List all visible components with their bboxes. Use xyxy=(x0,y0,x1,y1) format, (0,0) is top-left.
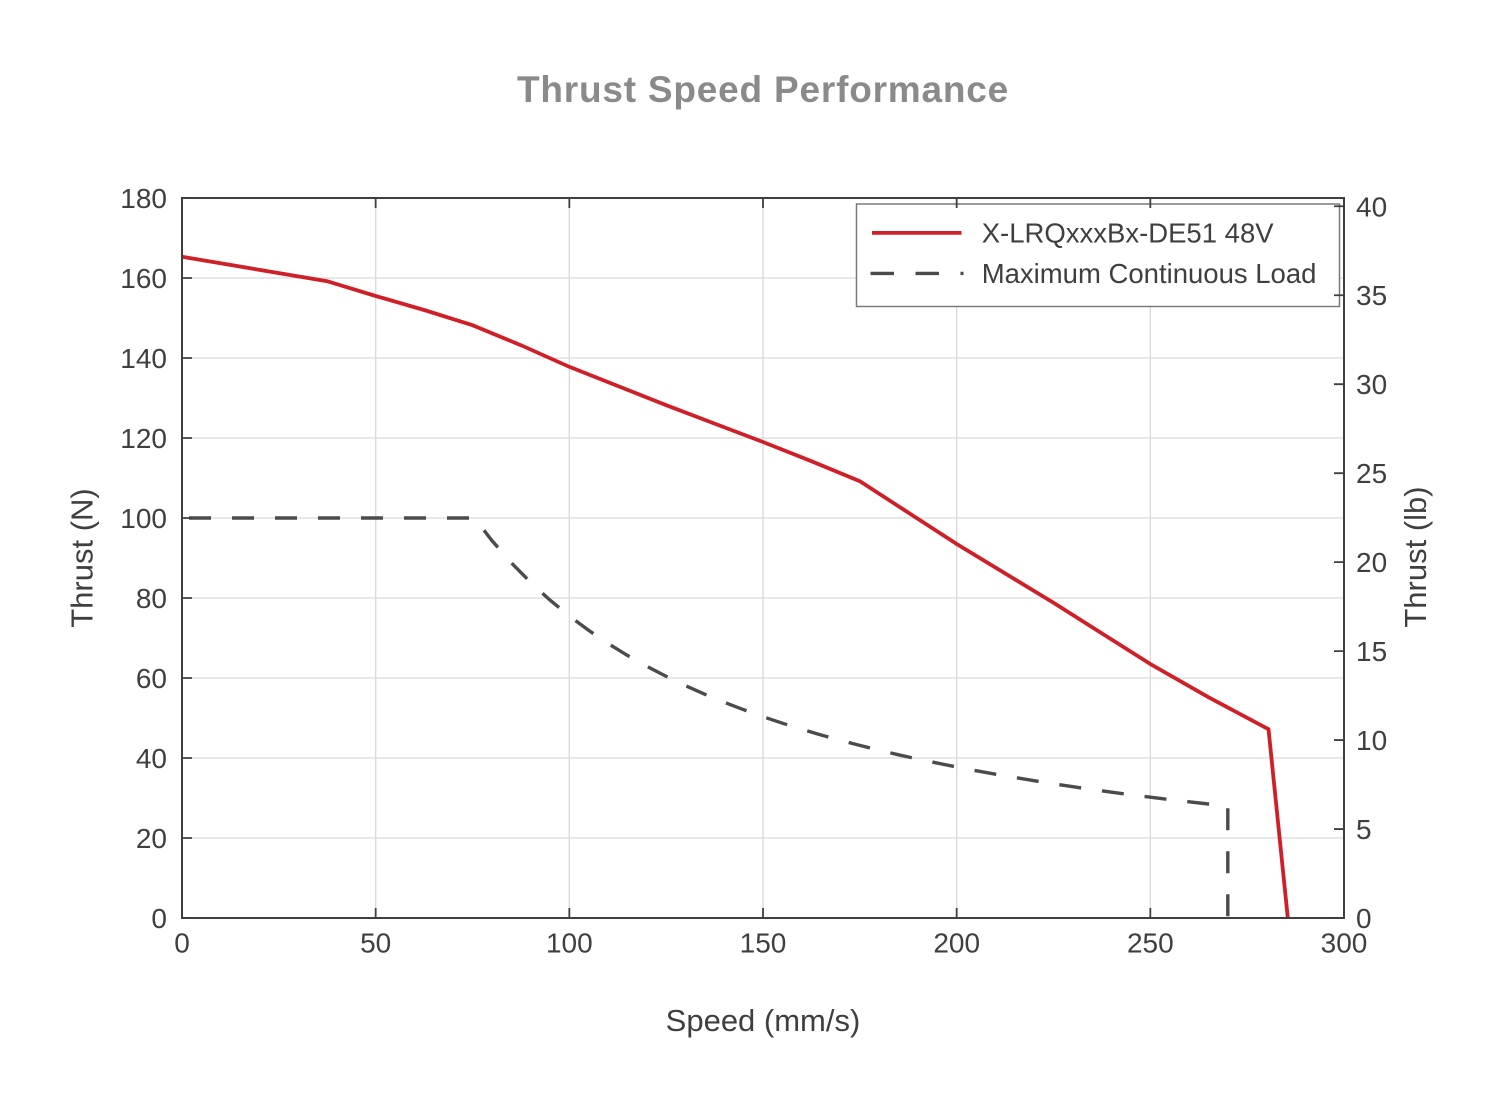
svg-text:Speed (mm/s): Speed (mm/s) xyxy=(666,1003,861,1038)
svg-text:Thrust (lb): Thrust (lb) xyxy=(1398,486,1433,627)
svg-text:160: 160 xyxy=(120,263,167,294)
svg-text:140: 140 xyxy=(120,343,167,374)
svg-text:Thrust (N): Thrust (N) xyxy=(65,488,100,628)
svg-text:20: 20 xyxy=(1356,547,1387,578)
svg-text:0: 0 xyxy=(151,903,167,934)
svg-text:250: 250 xyxy=(1127,928,1174,959)
svg-text:0: 0 xyxy=(1356,903,1372,934)
svg-text:10: 10 xyxy=(1356,725,1387,756)
svg-text:60: 60 xyxy=(136,663,167,694)
svg-text:150: 150 xyxy=(740,928,787,959)
svg-text:30: 30 xyxy=(1356,369,1387,400)
svg-text:5: 5 xyxy=(1356,814,1372,845)
svg-text:40: 40 xyxy=(1356,191,1387,222)
svg-text:100: 100 xyxy=(546,928,593,959)
svg-text:200: 200 xyxy=(933,928,980,959)
svg-text:Maximum Continuous Load: Maximum Continuous Load xyxy=(982,258,1317,289)
svg-text:20: 20 xyxy=(136,823,167,854)
svg-text:50: 50 xyxy=(360,928,391,959)
svg-text:35: 35 xyxy=(1356,280,1387,311)
svg-text:100: 100 xyxy=(120,503,167,534)
svg-text:300: 300 xyxy=(1321,928,1368,959)
svg-text:X-LRQxxxBx-DE51 48V: X-LRQxxxBx-DE51 48V xyxy=(982,218,1275,249)
svg-text:15: 15 xyxy=(1356,636,1387,667)
svg-text:40: 40 xyxy=(136,743,167,774)
svg-text:Thrust Speed Performance: Thrust Speed Performance xyxy=(517,69,1009,110)
svg-text:80: 80 xyxy=(136,583,167,614)
svg-text:120: 120 xyxy=(120,423,167,454)
svg-text:180: 180 xyxy=(120,183,167,214)
svg-text:0: 0 xyxy=(174,928,190,959)
svg-text:25: 25 xyxy=(1356,458,1387,489)
